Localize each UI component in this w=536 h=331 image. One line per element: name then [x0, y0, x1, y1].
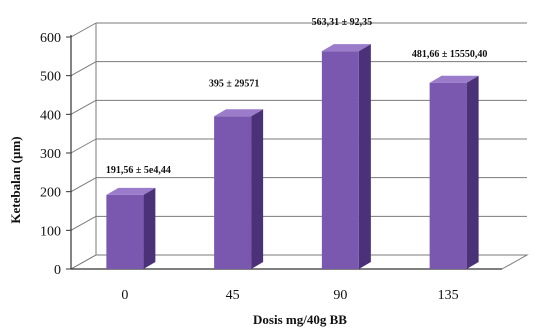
bar	[321, 44, 371, 269]
chart-floor	[70, 254, 529, 270]
x-tick-label: 135	[438, 288, 459, 303]
gridline-depth	[70, 215, 97, 231]
bar-side	[358, 44, 371, 269]
y-tick-label: 500	[40, 70, 61, 85]
data-label: 563,31 ± 92,35	[312, 17, 373, 28]
data-label: 395 ± 29571	[209, 78, 260, 89]
x-tick-label: 0	[121, 288, 128, 303]
chart-bars	[106, 44, 479, 270]
x-tick-label: 45	[226, 288, 240, 303]
bar-side	[251, 109, 264, 270]
y-axis-title: Ketebalan (µm)	[8, 136, 23, 223]
bar	[106, 187, 156, 269]
chart-gridlines	[70, 22, 527, 270]
bar-top	[321, 44, 371, 52]
y-tick-labels: 0 100 200 300 400 500 600	[40, 31, 61, 278]
y-tick-label: 0	[54, 263, 61, 278]
y-tick-label: 600	[40, 31, 61, 46]
bar-side	[466, 75, 479, 269]
data-label: 191,56 ± 5e4,44	[106, 165, 171, 176]
gridline-depth	[70, 61, 97, 77]
bar-front	[429, 82, 467, 269]
bar	[214, 109, 264, 270]
x-tick-labels: 0 45 90 135	[121, 288, 458, 303]
data-label: 481,66 ± 15550,40	[412, 49, 488, 60]
y-tick-label: 400	[40, 108, 61, 123]
bar-top	[106, 187, 156, 195]
y-tick-label: 100	[40, 224, 61, 239]
bar-front	[321, 51, 359, 269]
gridline-depth	[70, 99, 97, 115]
bar-side	[143, 187, 156, 269]
y-tick-label: 200	[40, 186, 61, 201]
x-axis-title: Dosis mg/40g BB	[253, 312, 347, 327]
data-labels: 191,56 ± 5e4,44 395 ± 29571 563,31 ± 92,35…	[106, 17, 487, 176]
y-tick-label: 300	[40, 147, 61, 162]
bar-top	[214, 109, 264, 117]
bar-front	[214, 116, 252, 270]
gridline-depth	[70, 22, 97, 38]
bar	[429, 75, 479, 269]
bar-top	[429, 75, 479, 83]
gridline-depth	[70, 138, 97, 154]
x-tick-label: 90	[333, 288, 347, 303]
bar-front	[106, 194, 144, 269]
gridline-depth	[70, 177, 97, 193]
